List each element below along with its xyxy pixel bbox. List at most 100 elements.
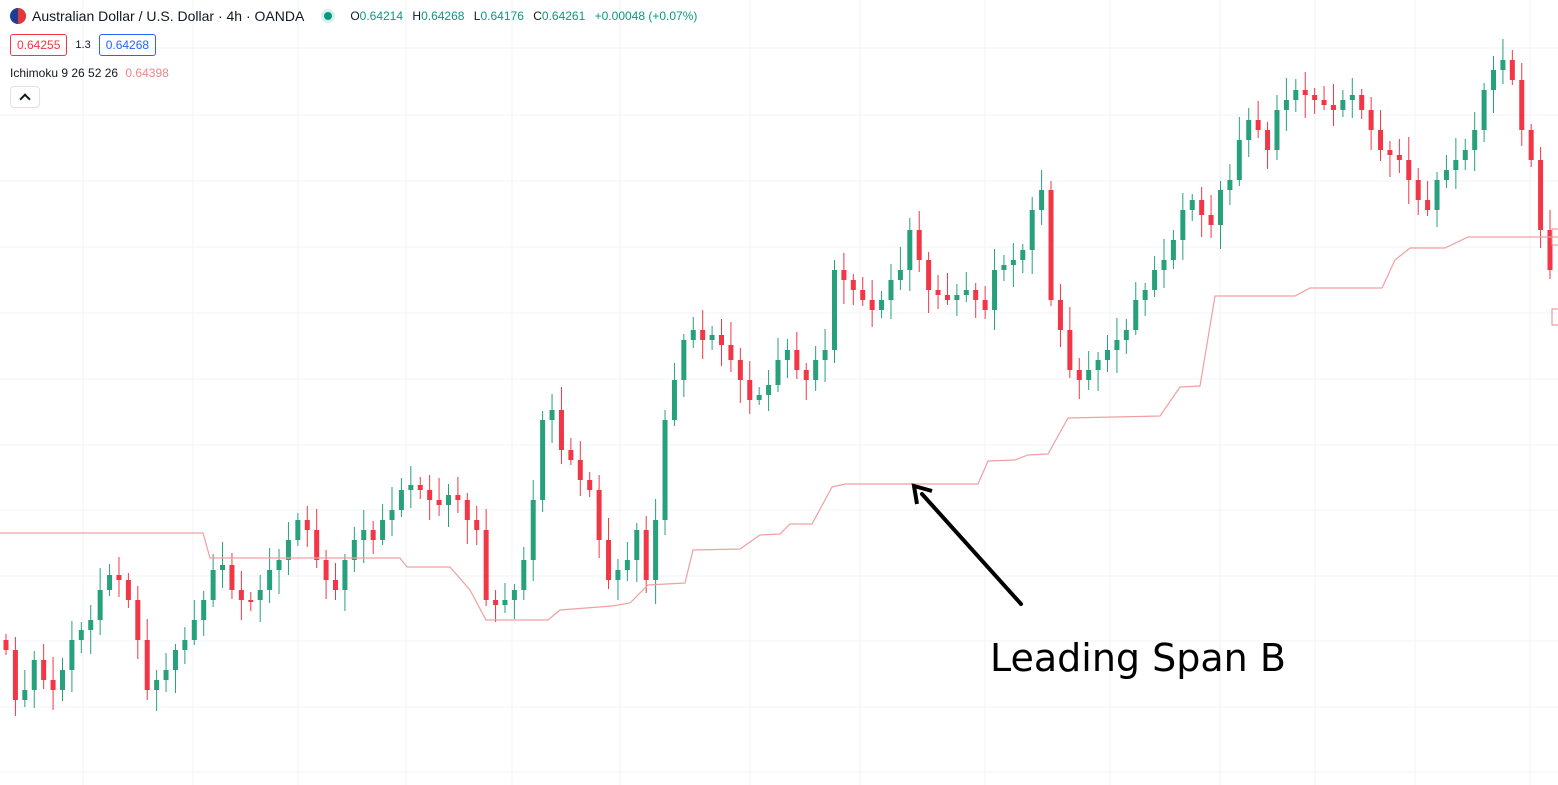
- candle-body: [662, 420, 668, 520]
- price-scale-marker-top: [1551, 228, 1558, 246]
- candle-body: [530, 500, 536, 560]
- annotation-label: Leading Span B: [990, 636, 1286, 680]
- candle-body: [1547, 230, 1553, 270]
- candle-body: [41, 660, 47, 680]
- candle-body: [775, 360, 781, 385]
- candle-body: [1105, 350, 1111, 360]
- candle-body: [1509, 60, 1515, 80]
- candle-body: [116, 575, 122, 580]
- candle-body: [568, 450, 574, 460]
- candle-body: [1368, 110, 1374, 130]
- candle-body: [1265, 130, 1271, 150]
- candle-body: [1010, 260, 1016, 265]
- candle-body: [615, 570, 621, 580]
- symbol-header: Australian Dollar / U.S. Dollar · 4h · O…: [10, 8, 697, 24]
- candle-body: [916, 230, 922, 260]
- low-label: L: [473, 9, 481, 23]
- candle-body: [474, 520, 480, 530]
- candle-body: [1330, 105, 1336, 110]
- candle-body: [803, 370, 809, 380]
- candle-body: [822, 350, 828, 360]
- candle-body: [351, 540, 357, 560]
- candle-body: [841, 270, 847, 280]
- candle-body: [1189, 200, 1195, 210]
- candle-body: [408, 485, 414, 490]
- candle-body: [1152, 270, 1158, 290]
- candle-body: [1048, 190, 1054, 300]
- candle-body: [380, 520, 386, 540]
- candle-body: [869, 300, 875, 310]
- candle-body: [907, 230, 913, 270]
- buy-button[interactable]: 0.64268: [98, 34, 157, 56]
- candle-body: [370, 530, 376, 540]
- candle-body: [1500, 60, 1506, 70]
- candle-body: [1199, 200, 1205, 215]
- candle-body: [398, 490, 404, 510]
- indicator-value: 0.64398: [125, 66, 169, 80]
- candle-body: [88, 620, 94, 630]
- candle-body: [1519, 80, 1525, 130]
- candle-body: [276, 560, 282, 570]
- candle-body: [1481, 90, 1487, 130]
- candle-body: [50, 680, 56, 690]
- high-label: H: [412, 9, 422, 23]
- candle-body: [1434, 180, 1440, 210]
- candle-body: [483, 530, 489, 600]
- candle-body: [1415, 180, 1421, 200]
- candle-body: [333, 580, 339, 590]
- candle-body: [1208, 215, 1214, 225]
- open-label: O: [350, 9, 360, 23]
- candle-body: [944, 295, 950, 300]
- candle-body: [1217, 190, 1223, 225]
- candle-body: [182, 640, 188, 650]
- candle-body: [1443, 170, 1449, 180]
- candle-body: [982, 300, 988, 310]
- ohlc-values: O0.64214 H0.64268 L0.64176 C0.64261 +0.0…: [350, 9, 697, 23]
- candle-body: [314, 530, 320, 560]
- candle-body: [737, 360, 743, 380]
- candle-body: [1161, 260, 1167, 270]
- candle-body: [653, 520, 659, 580]
- candle-body: [69, 640, 75, 670]
- aud-usd-flag-icon[interactable]: [10, 8, 26, 24]
- candle-body: [1425, 200, 1431, 210]
- candle-body: [700, 330, 706, 340]
- candle-body: [681, 340, 687, 380]
- candle-body: [1528, 130, 1534, 160]
- candle-body: [436, 500, 442, 505]
- candle-body: [342, 560, 348, 590]
- candle-body: [144, 640, 150, 690]
- candle-body: [1180, 210, 1186, 240]
- leading-span-b-line: [0, 236, 1558, 621]
- candle-body: [31, 660, 37, 690]
- candle-body: [794, 350, 800, 370]
- candle-body: [860, 290, 866, 300]
- candle-body: [1001, 265, 1007, 270]
- candle-body: [220, 565, 226, 570]
- candle-body: [671, 380, 677, 420]
- candle-body: [1472, 130, 1478, 150]
- symbol-title[interactable]: Australian Dollar / U.S. Dollar · 4h · O…: [32, 8, 305, 24]
- collapse-legend-button[interactable]: [10, 86, 40, 108]
- candle-body: [521, 560, 527, 590]
- candle-body: [954, 295, 960, 300]
- candle-body: [257, 590, 263, 600]
- candle-body: [125, 580, 131, 600]
- candle-body: [1378, 130, 1384, 150]
- candle-body: [502, 600, 508, 605]
- candle-body: [1491, 70, 1497, 90]
- spread-value: 1.3: [75, 39, 91, 51]
- chevron-up-icon: [19, 93, 31, 105]
- indicator-legend[interactable]: Ichimoku 9 26 52 26 0.64398: [10, 66, 169, 80]
- candle-body: [1387, 150, 1393, 155]
- candle-body: [558, 410, 564, 450]
- market-status-icon: [324, 12, 333, 20]
- candle-body: [1321, 100, 1327, 105]
- candle-body: [455, 495, 461, 500]
- sell-button[interactable]: 0.64255: [10, 34, 68, 56]
- candle-body: [1340, 100, 1346, 110]
- quote-panel: 0.64255 1.3 0.64268: [10, 34, 157, 56]
- candle-body: [587, 480, 593, 490]
- candle-body: [1453, 160, 1459, 170]
